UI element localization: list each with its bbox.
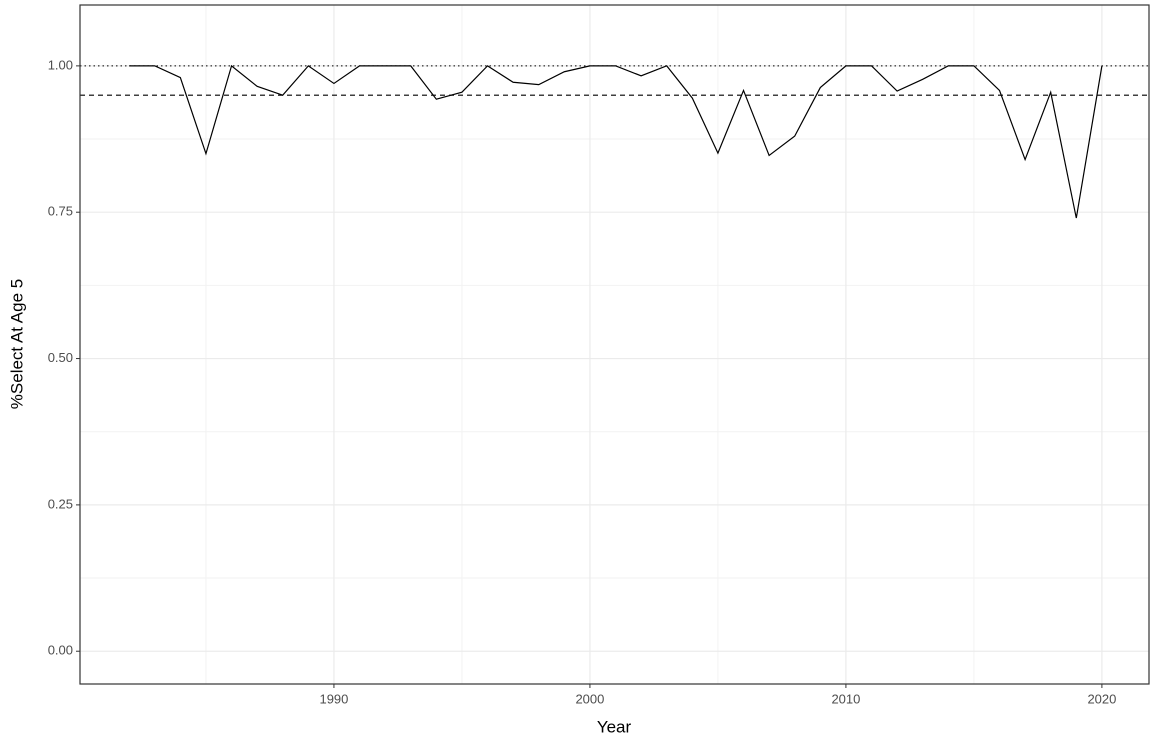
y-tick-label: 0.00 [48,643,73,658]
panel-border [79,4,1150,685]
data-line [129,64,1103,219]
y-axis-title: %Select At Age 5 [7,279,26,409]
x-tick-label: 2000 [575,691,604,706]
y-tick-label: 0.25 [48,496,73,511]
x-tick-label: 1990 [319,691,348,706]
x-tick-label: 2010 [831,691,860,706]
y-tick-label: 0.75 [48,204,73,219]
x-axis-title: Year [597,717,632,736]
y-tick-label: 0.50 [48,350,73,365]
x-tick-label: 2020 [1087,691,1116,706]
y-tick-label: 1.00 [48,57,73,72]
